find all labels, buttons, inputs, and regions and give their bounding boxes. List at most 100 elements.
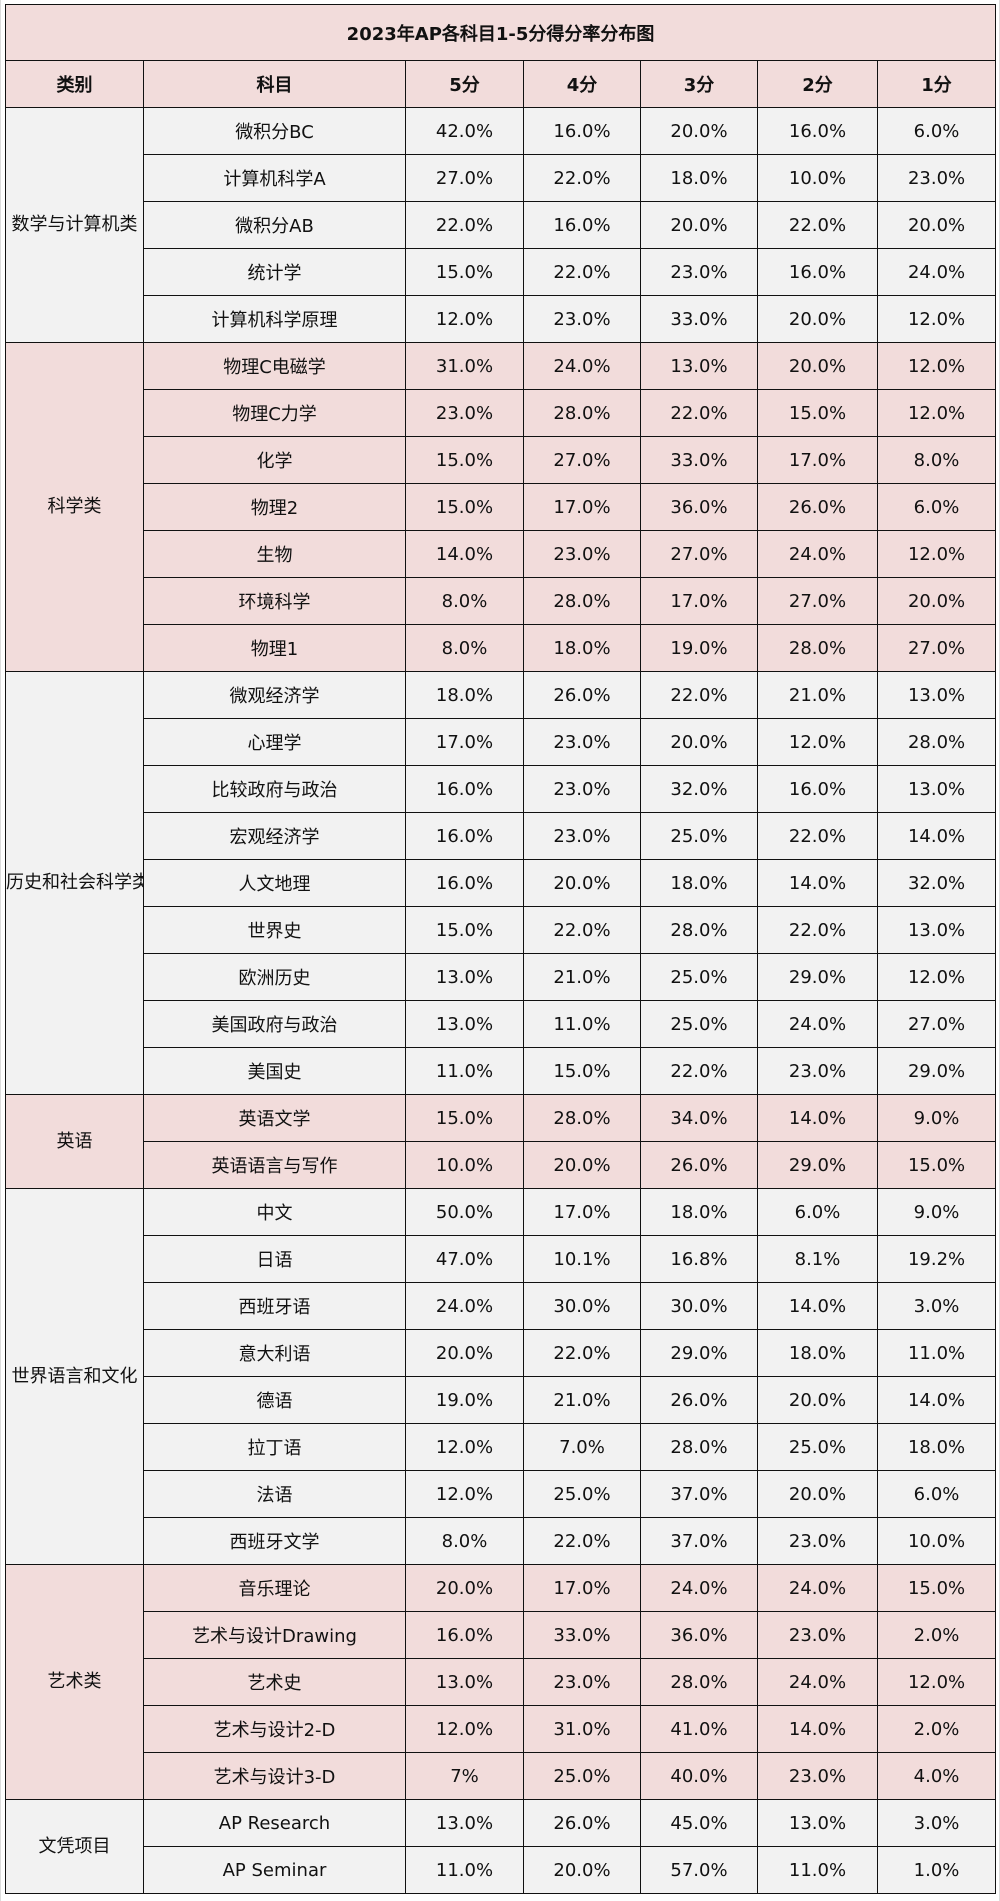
score-3-cell: 32.0% [640,765,758,813]
score-3-cell: 28.0% [640,1423,758,1471]
subject-cell: 日语 [143,1235,406,1283]
score-4-cell: 21.0% [523,1376,641,1424]
score-3-cell: 26.0% [640,1376,758,1424]
score-2-cell: 22.0% [757,201,878,249]
score-3-cell: 20.0% [640,718,758,766]
subject-cell: 世界史 [143,906,406,954]
score-4-cell: 28.0% [523,389,641,437]
table-row: 日语 47.0% 10.1% 16.8% 8.1% 19.2% [5,1235,997,1283]
score-1-cell: 10.0% [876,1517,997,1565]
score-2-cell: 16.0% [757,107,878,155]
subject-cell: 艺术与设计Drawing [143,1611,406,1659]
subject-cell: 法语 [143,1470,406,1518]
subject-cell: AP Research [143,1799,406,1847]
subject-cell: 西班牙文学 [143,1517,406,1565]
score-3-cell: 22.0% [640,389,758,437]
score-3-cell: 20.0% [640,201,758,249]
score-5-cell: 15.0% [405,436,524,484]
score-5-cell: 8.0% [405,624,524,672]
score-2-cell: 21.0% [757,671,878,719]
subject-cell: 美国政府与政治 [143,1000,406,1048]
subject-cell: 计算机科学A [143,154,406,202]
subject-cell: 微积分BC [143,107,406,155]
category-cell: 英语 [5,1094,144,1189]
score-2-cell: 22.0% [757,906,878,954]
score-4-cell: 20.0% [523,859,641,907]
score-2-cell: 28.0% [757,624,878,672]
score-5-cell: 50.0% [405,1188,524,1236]
score-1-cell: 19.2% [876,1235,997,1283]
score-4-cell: 28.0% [523,1094,641,1142]
table-row: 心理学 17.0% 23.0% 20.0% 12.0% 28.0% [5,718,997,766]
score-2-cell: 17.0% [757,436,878,484]
table-row: 西班牙文学 8.0% 22.0% 37.0% 23.0% 10.0% [5,1517,997,1565]
table-row: 世界史 15.0% 22.0% 28.0% 22.0% 13.0% [5,906,997,954]
table-row: 拉丁语 12.0% 7.0% 28.0% 25.0% 18.0% [5,1423,997,1471]
score-4-cell: 28.0% [523,577,641,625]
score-1-cell: 24.0% [876,248,997,296]
column-header-score-2: 2分 [757,60,878,108]
score-3-cell: 37.0% [640,1470,758,1518]
score-3-cell: 17.0% [640,577,758,625]
score-4-cell: 22.0% [523,1329,641,1377]
score-2-cell: 23.0% [757,1752,878,1800]
score-4-cell: 23.0% [523,295,641,343]
table-row: 英语语言与写作 10.0% 20.0% 26.0% 29.0% 15.0% [5,1141,997,1189]
score-5-cell: 16.0% [405,1611,524,1659]
score-5-cell: 17.0% [405,718,524,766]
score-5-cell: 27.0% [405,154,524,202]
score-2-cell: 12.0% [757,718,878,766]
score-1-cell: 27.0% [876,1000,997,1048]
table-title: 2023年AP各科目1-5分得分率分布图 [4,4,997,61]
score-2-cell: 14.0% [757,1705,878,1753]
score-4-cell: 21.0% [523,953,641,1001]
table-row: 世界语言和文化 中文 50.0% 17.0% 18.0% 6.0% 9.0% [5,1188,997,1565]
score-1-cell: 4.0% [876,1752,997,1800]
table-row: 科学类 物理C电磁学 31.0% 24.0% 13.0% 20.0% 12.0% [5,342,997,672]
score-3-cell: 34.0% [640,1094,758,1142]
subject-cell: 微观经济学 [143,671,406,719]
score-3-cell: 18.0% [640,154,758,202]
score-5-cell: 42.0% [405,107,524,155]
score-2-cell: 23.0% [757,1517,878,1565]
score-5-cell: 11.0% [405,1846,524,1894]
score-4-cell: 23.0% [523,718,641,766]
subject-cell: 计算机科学原理 [143,295,406,343]
score-5-cell: 8.0% [405,577,524,625]
category-cell: 历史和社会科学类 [5,671,144,1095]
column-header-score-5: 5分 [405,60,524,108]
score-5-cell: 15.0% [405,1094,524,1142]
score-2-cell: 24.0% [757,530,878,578]
score-5-cell: 16.0% [405,859,524,907]
score-2-cell: 14.0% [757,859,878,907]
table-row: 艺术与设计Drawing 16.0% 33.0% 36.0% 23.0% 2.0% [5,1611,997,1659]
score-1-cell: 27.0% [876,624,997,672]
score-5-cell: 16.0% [405,765,524,813]
score-1-cell: 32.0% [876,859,997,907]
score-5-cell: 13.0% [405,1658,524,1706]
score-2-cell: 10.0% [757,154,878,202]
score-2-cell: 24.0% [757,1564,878,1612]
score-3-cell: 41.0% [640,1705,758,1753]
score-3-cell: 18.0% [640,1188,758,1236]
score-3-cell: 57.0% [640,1846,758,1894]
subject-cell: 统计学 [143,248,406,296]
score-5-cell: 24.0% [405,1282,524,1330]
score-4-cell: 22.0% [523,154,641,202]
score-1-cell: 6.0% [876,483,997,531]
score-4-cell: 17.0% [523,1188,641,1236]
score-3-cell: 22.0% [640,1047,758,1095]
table-row: 数学与计算机类 微积分BC 42.0% 16.0% 20.0% 16.0% 6.0% [5,107,997,343]
score-4-cell: 22.0% [523,248,641,296]
score-2-cell: 16.0% [757,248,878,296]
subject-cell: 中文 [143,1188,406,1236]
score-2-cell: 29.0% [757,953,878,1001]
score-4-cell: 25.0% [523,1752,641,1800]
score-2-cell: 27.0% [757,577,878,625]
score-3-cell: 25.0% [640,953,758,1001]
table-row: 计算机科学原理 12.0% 23.0% 33.0% 20.0% 12.0% [5,295,997,343]
score-4-cell: 23.0% [523,1658,641,1706]
score-1-cell: 3.0% [876,1799,997,1847]
score-3-cell: 40.0% [640,1752,758,1800]
score-1-cell: 13.0% [876,765,997,813]
